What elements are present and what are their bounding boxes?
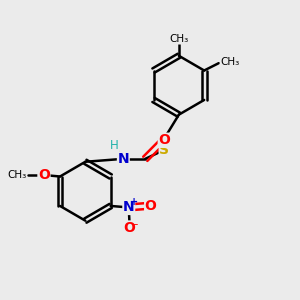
Text: CH₃: CH₃ — [220, 57, 239, 67]
Text: O: O — [124, 221, 136, 235]
Text: CH₃: CH₃ — [169, 34, 188, 44]
Text: O: O — [158, 133, 170, 147]
Text: N: N — [118, 152, 129, 166]
Text: ⁻: ⁻ — [132, 220, 138, 234]
Text: +: + — [130, 197, 138, 207]
Text: O: O — [38, 168, 50, 182]
Text: S: S — [159, 143, 169, 157]
Text: N: N — [123, 200, 135, 214]
Text: O: O — [145, 199, 157, 213]
Text: CH₃: CH₃ — [7, 170, 26, 180]
Text: H: H — [110, 139, 119, 152]
